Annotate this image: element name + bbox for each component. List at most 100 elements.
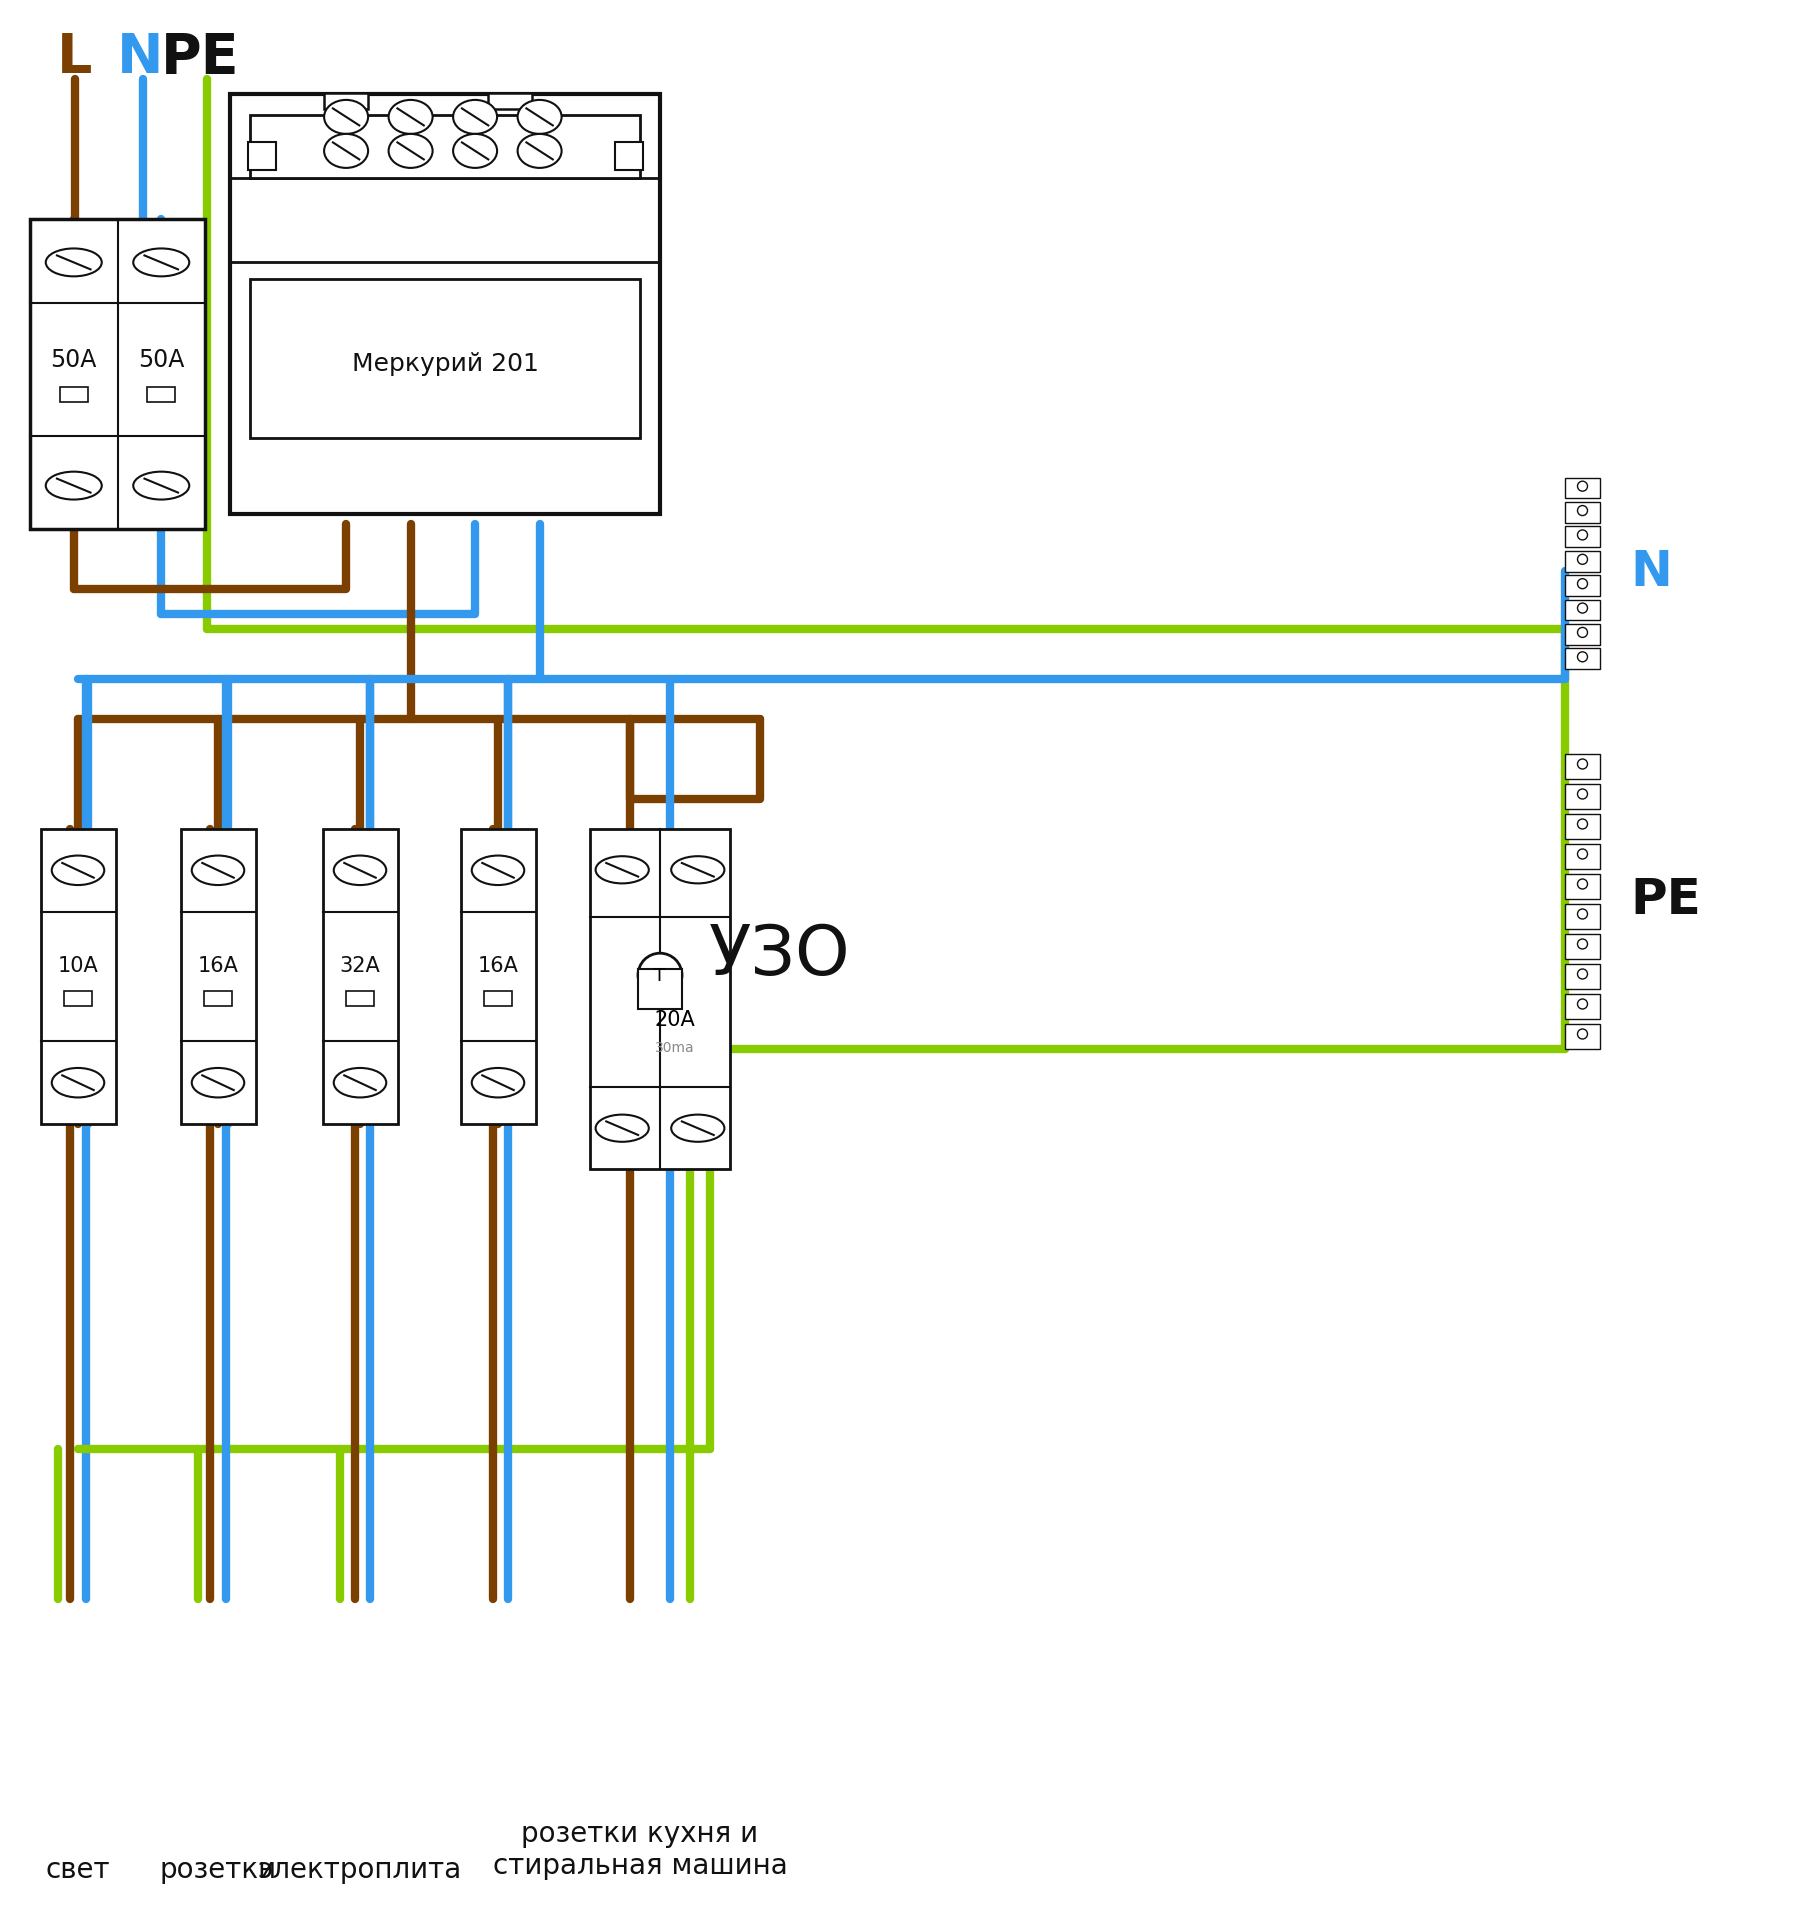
- Ellipse shape: [45, 473, 101, 500]
- Ellipse shape: [453, 134, 496, 168]
- Bar: [31, 220, 205, 530]
- Circle shape: [1577, 530, 1588, 540]
- Bar: [205, 991, 232, 1007]
- Ellipse shape: [134, 473, 190, 500]
- Ellipse shape: [518, 101, 561, 134]
- Bar: [616, 142, 643, 170]
- Text: розетки: розетки: [159, 1855, 277, 1883]
- Circle shape: [1577, 628, 1588, 637]
- Bar: [1565, 649, 1599, 670]
- Text: 10A: 10A: [58, 955, 98, 976]
- Ellipse shape: [672, 1116, 724, 1143]
- Ellipse shape: [333, 1068, 386, 1099]
- Circle shape: [1577, 580, 1588, 590]
- Text: N: N: [116, 31, 163, 84]
- Bar: [1565, 576, 1599, 597]
- Circle shape: [1577, 1030, 1588, 1039]
- Circle shape: [1577, 909, 1588, 919]
- Bar: [1565, 601, 1599, 620]
- Text: розетки кухня и
стиральная машина: розетки кухня и стиральная машина: [493, 1818, 788, 1880]
- Ellipse shape: [389, 101, 433, 134]
- Bar: [1565, 624, 1599, 645]
- Ellipse shape: [53, 856, 105, 886]
- Ellipse shape: [453, 101, 496, 134]
- Text: T: T: [654, 967, 666, 984]
- Bar: [487, 94, 531, 109]
- Circle shape: [1577, 507, 1588, 517]
- Bar: [460, 829, 536, 1124]
- Bar: [1565, 1024, 1599, 1049]
- Circle shape: [1577, 790, 1588, 800]
- Text: 16A: 16A: [197, 955, 239, 976]
- Bar: [181, 829, 255, 1124]
- Circle shape: [1577, 760, 1588, 769]
- Ellipse shape: [518, 134, 561, 168]
- Circle shape: [1577, 482, 1588, 492]
- Circle shape: [1577, 555, 1588, 565]
- Text: PE: PE: [161, 31, 239, 84]
- Bar: [250, 279, 639, 438]
- Text: 50A: 50A: [138, 346, 185, 371]
- Bar: [637, 970, 683, 1011]
- Ellipse shape: [596, 1116, 648, 1143]
- Bar: [1565, 754, 1599, 779]
- Bar: [484, 991, 513, 1007]
- Bar: [1565, 844, 1599, 869]
- Bar: [1565, 875, 1599, 900]
- Bar: [147, 389, 176, 402]
- Text: 16A: 16A: [478, 955, 518, 976]
- Text: электроплита: электроплита: [257, 1855, 462, 1883]
- Bar: [40, 829, 116, 1124]
- Text: 50A: 50A: [51, 346, 98, 371]
- Bar: [230, 96, 659, 515]
- Bar: [1565, 934, 1599, 959]
- Text: свет: свет: [45, 1855, 110, 1883]
- Text: УЗО: УЗО: [710, 921, 851, 988]
- Ellipse shape: [672, 857, 724, 884]
- Circle shape: [1577, 999, 1588, 1009]
- Bar: [346, 991, 375, 1007]
- Text: 20A: 20A: [654, 1011, 695, 1030]
- Text: PE: PE: [1630, 875, 1701, 924]
- Bar: [1565, 785, 1599, 810]
- Bar: [1565, 526, 1599, 547]
- Circle shape: [1577, 850, 1588, 859]
- Bar: [248, 142, 275, 170]
- Ellipse shape: [53, 1068, 105, 1099]
- Circle shape: [1577, 970, 1588, 980]
- Bar: [1565, 478, 1599, 500]
- Circle shape: [637, 953, 683, 997]
- Ellipse shape: [471, 856, 523, 886]
- Ellipse shape: [324, 134, 368, 168]
- Bar: [63, 991, 92, 1007]
- Bar: [1565, 813, 1599, 840]
- Bar: [1565, 503, 1599, 523]
- Bar: [322, 829, 397, 1124]
- Text: 30ma: 30ma: [656, 1039, 695, 1055]
- Ellipse shape: [333, 856, 386, 886]
- Text: L: L: [58, 31, 92, 84]
- Text: N: N: [1630, 547, 1672, 595]
- Bar: [250, 117, 639, 178]
- Circle shape: [1577, 940, 1588, 949]
- Ellipse shape: [324, 101, 368, 134]
- Bar: [1565, 551, 1599, 572]
- Bar: [324, 94, 368, 109]
- Bar: [1565, 993, 1599, 1020]
- Bar: [1565, 903, 1599, 930]
- Bar: [60, 389, 87, 402]
- Circle shape: [1577, 603, 1588, 614]
- Ellipse shape: [596, 857, 648, 884]
- Ellipse shape: [192, 1068, 244, 1099]
- Text: Меркурий 201: Меркурий 201: [351, 352, 538, 375]
- Ellipse shape: [389, 134, 433, 168]
- Ellipse shape: [45, 249, 101, 278]
- Bar: [590, 829, 730, 1169]
- Ellipse shape: [134, 249, 190, 278]
- Circle shape: [1577, 880, 1588, 890]
- Ellipse shape: [192, 856, 244, 886]
- Ellipse shape: [471, 1068, 523, 1099]
- Circle shape: [1577, 653, 1588, 662]
- Text: 32A: 32A: [340, 955, 380, 976]
- Circle shape: [1577, 819, 1588, 829]
